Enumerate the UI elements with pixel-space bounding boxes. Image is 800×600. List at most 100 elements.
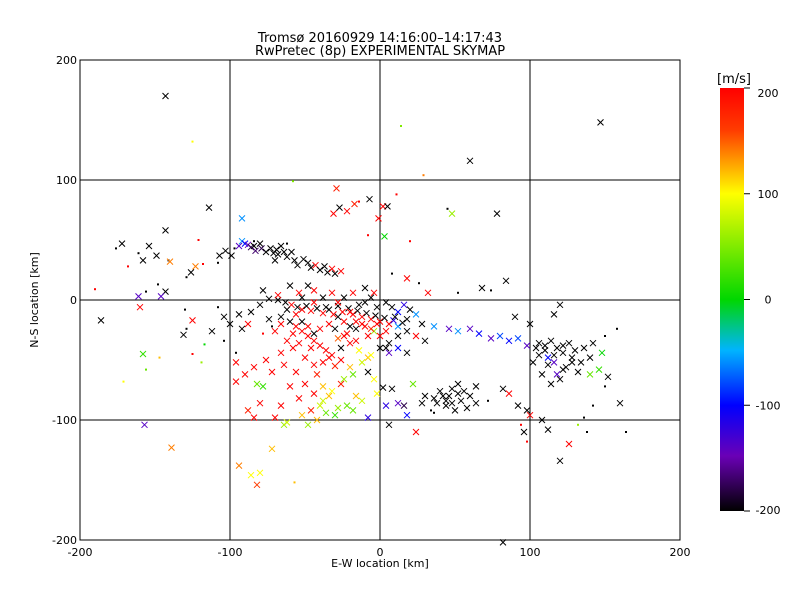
data-point-cross (400, 402, 408, 409)
data-point-cross (280, 361, 288, 369)
data-point-dot (191, 140, 194, 143)
data-point-cross (325, 392, 333, 400)
data-point-cross (382, 344, 390, 352)
colorbar-tick-label: 100 (758, 188, 779, 201)
data-point-cross (364, 332, 372, 340)
data-point-cross (366, 195, 373, 203)
data-point-cross (442, 397, 450, 405)
data-point-cross (292, 368, 300, 376)
y-tick-label: 200 (56, 54, 77, 67)
data-point-cross (367, 351, 375, 359)
data-point-dot (395, 193, 398, 196)
data-point-dot (253, 240, 255, 243)
data-point-cross (277, 242, 285, 250)
data-point-cross (394, 308, 402, 316)
data-point-cross (313, 305, 321, 312)
data-point-cross (274, 291, 282, 299)
data-point-cross (295, 339, 303, 347)
data-point-cross (541, 347, 549, 354)
data-point-cross (586, 371, 594, 378)
data-point-cross (373, 390, 381, 397)
data-point-cross (475, 330, 483, 337)
data-point-cross (280, 248, 288, 256)
data-point-dot (604, 335, 606, 337)
data-point-cross (544, 426, 552, 433)
data-point-cross (334, 299, 342, 306)
data-point-cross (346, 323, 354, 330)
data-point-cross (352, 325, 360, 333)
y-tick-label: -100 (52, 414, 77, 427)
data-point-cross (244, 407, 252, 414)
data-point-cross (535, 339, 543, 347)
data-point-dot (157, 283, 159, 286)
data-point-dot (577, 423, 579, 426)
data-point-cross (466, 392, 474, 400)
data-point-cross (328, 387, 336, 395)
data-point-cross (535, 351, 543, 359)
data-point-cross (343, 402, 351, 409)
data-point-cross (571, 347, 579, 354)
data-point-cross (277, 320, 285, 328)
data-point-cross (358, 397, 366, 405)
data-point-cross (372, 312, 379, 319)
data-point-cross (298, 318, 306, 325)
data-point-cross (310, 299, 318, 306)
data-point-cross (445, 392, 453, 400)
data-point-cross (322, 409, 330, 417)
data-point-cross (310, 390, 318, 397)
data-point-cross (168, 444, 175, 451)
data-point-cross (499, 385, 507, 393)
data-point-cross (216, 252, 223, 259)
x-axis-ticks: -200 -100 0 100 200 (68, 546, 691, 559)
data-point-cross (526, 411, 534, 419)
data-point-cross (334, 404, 342, 412)
data-point-cross (514, 402, 522, 409)
data-point-cross (222, 247, 229, 255)
data-point-cross (283, 306, 291, 313)
data-point-dot (158, 356, 161, 359)
x-tick-label: 100 (520, 546, 541, 559)
data-point-cross (358, 320, 366, 328)
data-point-cross (448, 385, 456, 393)
data-point-cross (205, 204, 213, 211)
data-point-cross (288, 248, 295, 256)
data-point-dot (217, 306, 219, 309)
data-point-cross (568, 354, 576, 361)
data-point-cross (271, 257, 279, 264)
y-tick-label: -200 (52, 534, 77, 547)
colorbar-ticks: 200 100 0 -100 -200 (744, 87, 780, 517)
data-point-cross (565, 440, 573, 448)
data-point-cross (319, 397, 327, 405)
chart-subtitle: RwPretec (8p) EXPERIMENTAL SKYMAP (255, 44, 505, 59)
data-point-cross (319, 294, 327, 301)
data-point-dot (185, 327, 188, 330)
data-point-dot (262, 332, 264, 335)
data-point-cross (316, 402, 324, 409)
data-point-dot (223, 339, 225, 342)
data-point-cross (430, 323, 438, 330)
data-point-dot (271, 325, 273, 328)
data-point-cross (294, 261, 301, 269)
grid-lines (80, 60, 680, 540)
data-point-cross (298, 327, 306, 335)
data-point-cross (289, 330, 297, 337)
data-point-cross (267, 245, 274, 252)
data-point-cross (247, 308, 255, 316)
data-point-cross (252, 247, 259, 255)
data-point-cross (544, 361, 552, 369)
data-point-cross (262, 248, 270, 256)
data-point-cross (277, 349, 285, 357)
data-point-cross (244, 320, 252, 328)
data-point-cross (307, 307, 315, 315)
data-point-cross (340, 318, 348, 325)
data-point-cross (523, 342, 531, 349)
data-point-cross (388, 385, 396, 393)
data-point-cross (273, 246, 280, 253)
data-point-cross (295, 395, 303, 402)
data-point-dot (367, 234, 369, 237)
data-point-cross (336, 204, 343, 211)
data-point-cross (346, 339, 354, 347)
data-point-cross (322, 347, 330, 354)
data-point-cross (454, 390, 462, 397)
data-point-cross (307, 344, 315, 352)
